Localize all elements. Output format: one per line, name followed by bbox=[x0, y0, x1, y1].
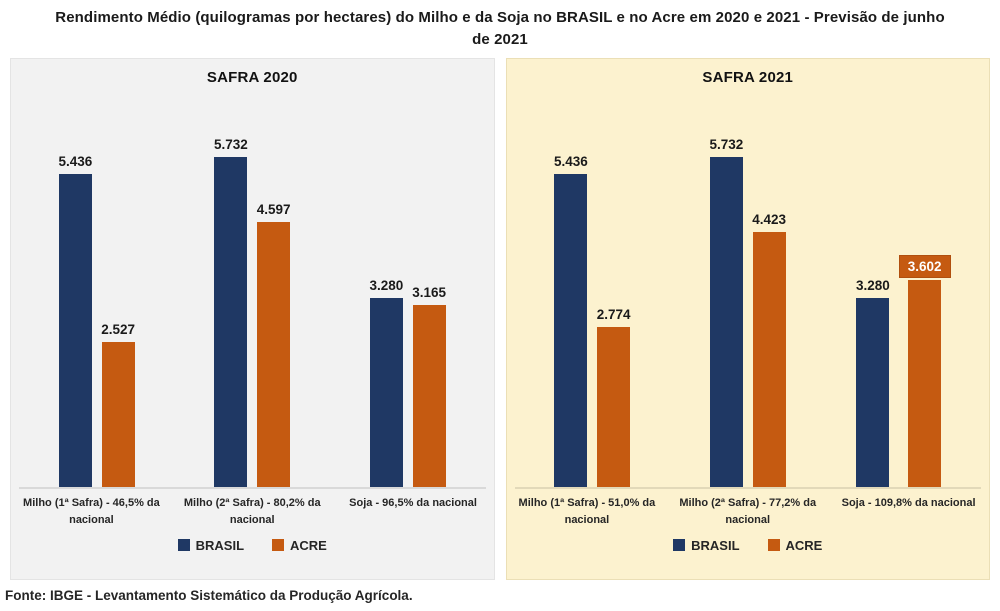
value-label-brasil-3: 3.280 bbox=[369, 277, 404, 293]
category-label-2: Milho (2ª Safra) - 77,2% da nacional bbox=[667, 495, 828, 529]
category-label-text-2: Milho (2ª Safra) - 80,2% da nacional bbox=[183, 496, 321, 526]
bar-group-1: 5.436 2.774 bbox=[515, 154, 671, 487]
bar-brasil-1 bbox=[554, 173, 588, 487]
bar-group-2: 5.732 4.597 bbox=[175, 137, 331, 487]
legend-item-acre: ACRE bbox=[767, 537, 823, 553]
category-label-text-3: Soja - 109,8% da nacional bbox=[841, 496, 976, 509]
category-label-3: Soja - 109,8% da nacional bbox=[828, 495, 989, 529]
value-label-acre-1: 2.527 bbox=[101, 321, 136, 337]
legend-label-acre: ACRE bbox=[290, 537, 327, 553]
panels-row: SAFRA 2020 5.436 2.527 5.732 4.597 3.280 3.165… bbox=[10, 57, 990, 580]
bar-column-acre-2: 4.423 bbox=[752, 212, 786, 487]
panel-title-safra-2021: SAFRA 2021 bbox=[702, 68, 794, 86]
chart-title-line-2: de 2021 bbox=[472, 30, 528, 48]
category-label-1: Milho (1ª Safra) - 51,0% da nacional bbox=[507, 495, 668, 529]
bar-acre-2 bbox=[752, 231, 786, 487]
bar-brasil-3 bbox=[369, 297, 403, 487]
category-label-text-3: Soja - 96,5% da nacional bbox=[349, 496, 477, 509]
legend-safra-2021: BRASIL ACRE bbox=[507, 538, 990, 553]
bar-column-acre-1: 2.527 bbox=[101, 322, 135, 487]
legend-item-brasil: BRASIL bbox=[673, 537, 740, 553]
value-label-brasil-2: 5.732 bbox=[213, 136, 248, 152]
bar-column-acre-3: 3.165 bbox=[412, 285, 446, 487]
bar-column-brasil-3: 3.280 bbox=[856, 278, 890, 487]
legend-label-brasil: BRASIL bbox=[691, 537, 740, 553]
category-label-1: Milho (1ª Safra) - 46,5% da nacional bbox=[11, 495, 172, 529]
source-note: Fonte: IBGE - Levantamento Sistemático d… bbox=[5, 587, 413, 603]
bar-brasil-2 bbox=[709, 156, 743, 487]
bar-acre-2 bbox=[257, 221, 291, 487]
bar-group-3: 3.280 3.165 bbox=[330, 278, 486, 487]
bar-brasil-1 bbox=[58, 173, 92, 487]
highlighted-value-label-acre-3: 3.602 bbox=[898, 254, 951, 278]
panel-safra-2021: SAFRA 2021 5.436 2.774 5.732 4.423 3.280 3.602… bbox=[505, 57, 990, 580]
bar-brasil-3 bbox=[856, 297, 890, 487]
chart-title: Rendimento Médio (quilogramas por hectar… bbox=[0, 0, 1000, 51]
value-label-brasil-1: 5.436 bbox=[58, 153, 93, 169]
bar-group-2: 5.732 4.423 bbox=[670, 137, 826, 487]
bar-acre-1 bbox=[597, 326, 631, 487]
bar-acre-1 bbox=[101, 341, 135, 487]
bar-column-brasil-1: 5.436 bbox=[58, 154, 92, 487]
panel-safra-2020: SAFRA 2020 5.436 2.527 5.732 4.597 3.280 3.165… bbox=[10, 57, 495, 580]
bar-acre-3 bbox=[908, 279, 942, 487]
category-label-text-2: Milho (2ª Safra) - 77,2% da nacional bbox=[679, 496, 817, 526]
legend-swatch-acre-icon bbox=[767, 539, 780, 552]
bar-column-brasil-2: 5.732 bbox=[709, 137, 743, 487]
category-labels-safra-2020: Milho (1ª Safra) - 46,5% da nacional Milh… bbox=[11, 495, 494, 529]
legend-swatch-acre-icon bbox=[272, 539, 285, 552]
legend-swatch-brasil-icon bbox=[177, 539, 190, 552]
bar-acre-3 bbox=[412, 304, 446, 487]
chart-title-line-1: Rendimento Médio (quilogramas por hectar… bbox=[55, 9, 945, 26]
legend-safra-2020: BRASIL ACRE bbox=[11, 538, 494, 553]
value-label-brasil-2: 5.732 bbox=[709, 136, 744, 152]
category-label-text-1: Milho (1ª Safra) - 51,0% da nacional bbox=[518, 496, 656, 526]
bar-group-1: 5.436 2.527 bbox=[19, 154, 175, 487]
value-label-acre-1: 2.774 bbox=[596, 306, 631, 322]
plot-area-safra-2021: 5.436 2.774 5.732 4.423 3.280 3.602 bbox=[514, 86, 982, 489]
value-label-brasil-3: 3.280 bbox=[855, 277, 890, 293]
bar-column-brasil-2: 5.732 bbox=[214, 137, 248, 487]
category-label-text-1: Milho (1ª Safra) - 46,5% da nacional bbox=[23, 496, 160, 526]
legend-label-acre: ACRE bbox=[785, 537, 823, 553]
category-labels-safra-2021: Milho (1ª Safra) - 51,0% da nacional Milh… bbox=[507, 495, 990, 529]
bar-column-acre-1: 2.774 bbox=[597, 307, 631, 487]
legend-item-acre: ACRE bbox=[272, 538, 327, 553]
panel-title-safra-2020: SAFRA 2020 bbox=[206, 68, 298, 86]
legend-item-brasil: BRASIL bbox=[177, 537, 245, 553]
legend-label-brasil: BRASIL bbox=[195, 537, 245, 553]
value-label-acre-2: 4.597 bbox=[256, 201, 291, 217]
bar-column-brasil-1: 5.436 bbox=[554, 154, 588, 487]
value-label-brasil-1: 5.436 bbox=[553, 153, 588, 169]
legend-swatch-brasil-icon bbox=[673, 539, 686, 552]
category-label-2: Milho (2ª Safra) - 80,2% da nacional bbox=[172, 495, 333, 529]
plot-area-safra-2020: 5.436 2.527 5.732 4.597 3.280 3.165 bbox=[19, 86, 486, 489]
value-label-acre-3: 3.165 bbox=[412, 284, 447, 300]
bar-column-acre-2: 4.597 bbox=[257, 202, 291, 487]
value-label-acre-2: 4.423 bbox=[752, 211, 787, 227]
bar-column-brasil-3: 3.280 bbox=[369, 278, 403, 487]
category-label-3: Soja - 96,5% da nacional bbox=[333, 495, 494, 529]
bar-brasil-2 bbox=[214, 156, 248, 487]
bar-column-acre-3: 3.602 bbox=[898, 254, 951, 487]
bar-group-3: 3.280 3.602 bbox=[826, 254, 982, 487]
